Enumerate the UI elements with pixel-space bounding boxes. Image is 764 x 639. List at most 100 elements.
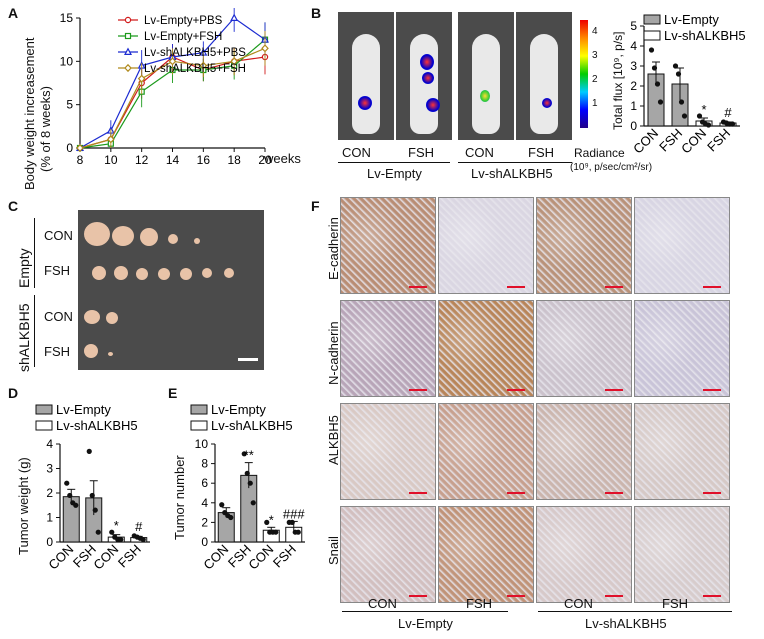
y-tick-label: 1 (46, 511, 53, 525)
data-point (648, 47, 655, 53)
c-group-empty: Empty (16, 248, 32, 288)
f-group-line-1 (342, 611, 508, 612)
data-point (678, 99, 685, 105)
significance-mark: # (135, 519, 143, 534)
x-tick-label: FSH (704, 126, 733, 155)
colorbar-tick-3: 3 (592, 50, 598, 61)
c-row-label-1: CON (44, 228, 73, 243)
c-group-shalkbh5: shALKBH5 (16, 303, 32, 372)
x-tick-label: FSH (270, 542, 299, 571)
ihc-image (340, 506, 436, 603)
ihc-image (634, 506, 730, 603)
scale-bar (507, 492, 525, 494)
scale-bar (409, 492, 427, 494)
scale-bar (507, 389, 525, 391)
significance-mark: ** (244, 448, 254, 463)
a-data-point (230, 13, 239, 21)
f-col-label-3: CON (564, 596, 593, 611)
scale-bar (507, 595, 525, 597)
f-col-label-1: CON (368, 596, 397, 611)
ihc-image (340, 300, 436, 397)
scale-bar (409, 389, 427, 391)
mouse-image-2 (396, 12, 452, 140)
c-row-label-2: FSH (44, 263, 70, 278)
colorbar-tick-1: 1 (592, 98, 598, 109)
data-point (651, 65, 658, 71)
data-point (675, 71, 682, 77)
a-x-tick-label: 12 (135, 153, 149, 167)
significance-mark: * (269, 512, 274, 527)
f-row-label-2: N-cadherin (326, 321, 341, 385)
a-data-point (137, 74, 146, 83)
ihc-image (536, 300, 632, 397)
ihc-image (438, 403, 534, 500)
data-point (73, 502, 79, 508)
data-point (89, 492, 95, 499)
data-point (705, 122, 712, 128)
legend-swatch (35, 420, 53, 431)
ihc-image (438, 506, 534, 603)
significance-mark: * (701, 102, 706, 117)
y-tick-label: 4 (46, 437, 53, 451)
data-point (219, 502, 225, 508)
a-x-tick-label: 20 (258, 153, 272, 167)
data-point (86, 448, 92, 454)
data-point (654, 81, 661, 87)
data-point (118, 536, 124, 543)
scale-bar (703, 492, 721, 494)
colorbar-tick-2: 2 (592, 74, 598, 85)
c-bracket-1 (34, 218, 35, 288)
a-data-point (261, 44, 269, 53)
a-legend-marker (124, 32, 132, 40)
panel-a-label: A (8, 5, 19, 21)
mouse-image-3 (458, 12, 514, 140)
x-tick-label: CON (678, 126, 709, 157)
legend-label: Lv-shALKBH5 (211, 418, 293, 433)
c-row-label-4: FSH (44, 344, 70, 359)
a-data-point (199, 61, 208, 70)
panel-e-label: E (168, 385, 178, 401)
radiance-label: Radiance (574, 146, 625, 160)
y-tick-label: 2 (630, 79, 637, 93)
data-point (273, 529, 279, 535)
legend-label: Lv-shALKBH5 (56, 418, 138, 433)
ihc-image (340, 403, 436, 500)
scale-bar (703, 286, 721, 288)
a-x-tick-label: 18 (227, 153, 241, 167)
f-group-name-1: Lv-Empty (398, 616, 453, 631)
y-tick-label: 0 (201, 535, 208, 549)
a-data-point (168, 57, 177, 66)
scale-bar (605, 492, 623, 494)
scale-bar (703, 595, 721, 597)
ihc-image (536, 403, 632, 500)
b-image-label-4: FSH (528, 145, 554, 160)
y-tick-label: 3 (46, 462, 53, 476)
y-tick-label: 4 (201, 496, 208, 510)
a-y-tick-label: 10 (60, 54, 74, 68)
f-row-label-3: ALKBH5 (326, 415, 341, 465)
y-tick-label: 1 (630, 99, 637, 113)
legend-swatch (35, 404, 53, 415)
panel-a-chart: 8 10 12 14 16 18 20 0 5 10 15 Lv-Empty+PBS Lv-Empty… (60, 8, 272, 167)
mouse-images (338, 12, 575, 140)
y-tick-label: 2 (46, 486, 53, 500)
significance-mark: ### (283, 506, 305, 521)
data-point (729, 121, 736, 127)
y-tick-label: 2 (201, 515, 208, 529)
b-group-name-1: Lv-Empty (367, 166, 422, 181)
x-tick-label: FSH (115, 542, 144, 571)
scale-bar (605, 389, 623, 391)
data-point (244, 470, 250, 476)
panel-d-label: D (8, 385, 19, 401)
f-group-line-2 (538, 611, 732, 612)
ihc-image (340, 197, 436, 294)
a-y-tick-label: 15 (60, 11, 74, 25)
a-legend-marker (124, 16, 132, 24)
y-tick-label: 0 (46, 535, 53, 549)
a-legend-label: Lv-Empty+FSH (144, 31, 222, 43)
data-point (295, 529, 301, 535)
c-row-label-3: CON (44, 309, 73, 324)
f-row-label-4: Snail (326, 536, 341, 565)
scale-bar (507, 286, 525, 288)
